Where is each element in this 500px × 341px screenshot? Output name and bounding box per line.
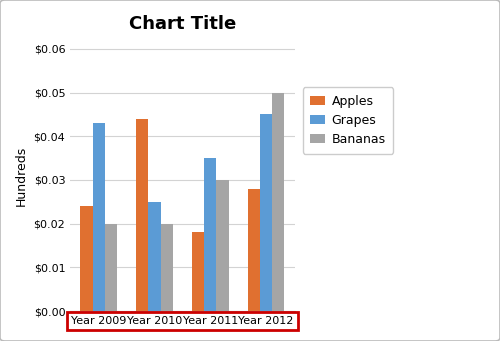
Bar xyxy=(105,224,117,311)
Bar xyxy=(248,189,260,311)
Bar xyxy=(204,158,216,311)
Legend: Apples, Grapes, Bananas: Apples, Grapes, Bananas xyxy=(303,87,394,153)
Bar xyxy=(92,123,105,311)
Bar xyxy=(192,233,204,311)
Bar xyxy=(216,180,228,311)
Bar xyxy=(272,92,284,311)
Bar xyxy=(160,224,173,311)
Title: Chart Title: Chart Title xyxy=(128,15,236,33)
Y-axis label: Hundreds: Hundreds xyxy=(15,146,28,206)
Bar xyxy=(136,119,148,311)
Bar xyxy=(260,115,272,311)
Bar xyxy=(80,206,92,311)
Bar xyxy=(148,202,160,311)
